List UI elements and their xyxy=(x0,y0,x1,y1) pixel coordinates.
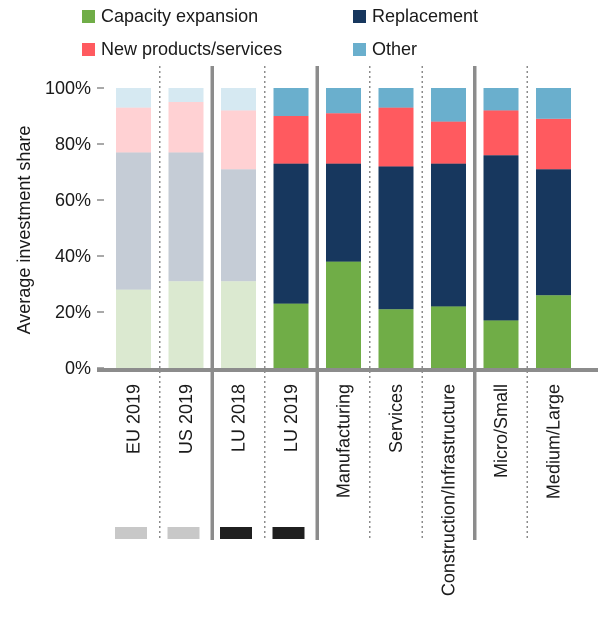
legend-label-0: Capacity expansion xyxy=(101,6,258,26)
bar-segment-0-3 xyxy=(116,88,151,108)
y-axis-label: Average investment share xyxy=(14,126,34,335)
bar-segment-2-3 xyxy=(221,88,256,111)
bar-segment-5-0 xyxy=(378,309,414,368)
x-tick-label-0: EU 2019 xyxy=(124,384,144,454)
bar-segment-7-2 xyxy=(483,110,519,156)
swatches xyxy=(115,527,305,539)
bar-segment-0-2 xyxy=(116,107,151,153)
legend-swatch-1 xyxy=(353,10,366,23)
y-tick-label-1: 20% xyxy=(55,302,91,322)
bar-segment-0-1 xyxy=(116,152,151,290)
bar-segment-0-0 xyxy=(116,289,151,368)
bar-segment-8-2 xyxy=(536,118,571,170)
x-tick-label-6: Construction/Infrastructure xyxy=(439,384,459,596)
bars xyxy=(116,88,571,368)
legend: Capacity expansion Replacement New product… xyxy=(82,6,478,59)
legend-label-1: Replacement xyxy=(372,6,478,26)
x-tick-label-5: Services xyxy=(386,384,406,453)
y-axis: 0% 20% 40% 60% 80% 100% xyxy=(45,78,598,378)
y-tick-label-2: 40% xyxy=(55,246,91,266)
x-tick-label-7: Micro/Small xyxy=(491,384,511,478)
y-tick-label-0: 0% xyxy=(65,358,91,378)
bar-segment-1-1 xyxy=(168,152,204,282)
bar-segment-6-1 xyxy=(431,163,466,307)
group-swatch-1 xyxy=(167,527,200,539)
bar-segment-3-3 xyxy=(273,88,309,116)
bar-segment-4-0 xyxy=(326,261,361,368)
x-tick-label-1: US 2019 xyxy=(176,384,196,454)
bar-segment-2-2 xyxy=(221,110,256,170)
bar-segment-4-2 xyxy=(326,113,361,164)
x-tick-label-4: Manufacturing xyxy=(334,384,354,498)
bar-segment-6-2 xyxy=(431,121,466,164)
bar-segment-5-2 xyxy=(378,107,414,167)
bar-segment-2-0 xyxy=(221,281,256,368)
group-swatch-0 xyxy=(115,527,147,539)
group-swatch-3 xyxy=(272,527,305,539)
bar-segment-3-1 xyxy=(273,163,309,304)
bar-segment-8-1 xyxy=(536,169,571,296)
bar-segment-5-1 xyxy=(378,166,414,310)
legend-swatch-0 xyxy=(82,10,95,23)
bar-segment-6-3 xyxy=(431,88,466,122)
group-swatch-2 xyxy=(220,527,252,539)
bar-segment-2-1 xyxy=(221,169,256,282)
bar-segment-5-3 xyxy=(378,88,414,108)
x-tick-label-8: Medium/Large xyxy=(544,384,564,499)
bar-segment-1-0 xyxy=(168,281,204,368)
bar-segment-8-0 xyxy=(536,295,571,368)
bar-segment-1-2 xyxy=(168,102,204,153)
legend-label-3: Other xyxy=(372,39,417,59)
bar-segment-3-2 xyxy=(273,116,309,164)
group-separators xyxy=(159,66,528,540)
legend-swatch-3 xyxy=(353,43,366,56)
bar-segment-7-1 xyxy=(483,155,519,321)
bar-segment-8-3 xyxy=(536,88,571,119)
x-tick-label-2: LU 2018 xyxy=(229,384,249,452)
bar-segment-3-0 xyxy=(273,303,309,368)
y-tick-label-5: 100% xyxy=(45,78,91,98)
bar-segment-1-3 xyxy=(168,88,204,102)
bar-segment-7-0 xyxy=(483,320,519,368)
bar-segment-6-0 xyxy=(431,306,466,368)
x-tick-label-3: LU 2019 xyxy=(281,384,301,452)
bar-segment-4-1 xyxy=(326,163,361,262)
bar-segment-7-3 xyxy=(483,88,519,111)
legend-swatch-2 xyxy=(82,43,95,56)
y-tick-label-4: 80% xyxy=(55,134,91,154)
legend-label-2: New products/services xyxy=(101,39,282,59)
y-tick-label-3: 60% xyxy=(55,190,91,210)
bar-segment-4-3 xyxy=(326,88,361,114)
x-axis-labels: EU 2019 US 2019 LU 2018 LU 2019 Manufacturin… xyxy=(124,384,564,596)
